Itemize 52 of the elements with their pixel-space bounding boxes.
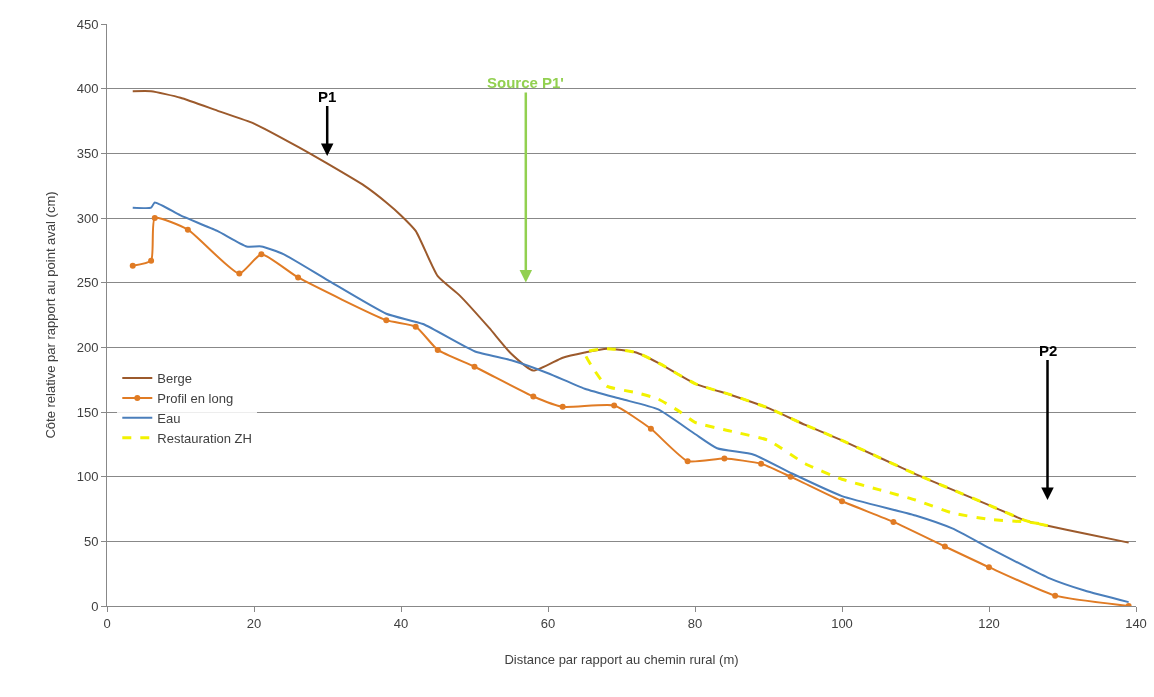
point (986, 564, 992, 571)
y-tick-label: 400 (76, 81, 99, 97)
point (890, 518, 897, 525)
y-tick-label: 450 (76, 16, 99, 32)
y-tick-label: 200 (76, 339, 99, 355)
point (471, 363, 478, 370)
x-tick-label: 60 (540, 615, 556, 631)
point (1052, 592, 1059, 599)
point (295, 274, 302, 281)
x-tick-label: 20 (246, 615, 262, 631)
point (129, 262, 136, 269)
y-tick-label: 350 (76, 145, 99, 161)
line-series (131, 90, 1130, 544)
y-tick-label: 100 (76, 469, 99, 485)
x-tick-label: 40 (393, 615, 409, 631)
point (148, 257, 155, 264)
y-tick-label: 250 (76, 275, 99, 291)
legend-label: Eau (157, 410, 181, 426)
point (434, 346, 441, 353)
point (258, 251, 265, 258)
legend-label: Profil en long (157, 391, 234, 407)
point (839, 498, 845, 505)
point (647, 425, 654, 432)
y-tick-label: 0 (91, 598, 99, 614)
x-tick-label: 140 (1125, 615, 1147, 631)
point (684, 458, 691, 465)
point (236, 270, 243, 277)
x-tick-label: 80 (687, 615, 703, 631)
point (151, 215, 158, 221)
annotation: P1 (318, 88, 337, 105)
x-axis-title: Distance par rapport au chemin rural (m) (504, 652, 739, 668)
point (611, 402, 618, 409)
y-tick-label: 150 (76, 404, 99, 420)
point (758, 460, 765, 467)
y-tick-label: 50 (83, 533, 99, 549)
x-tick-label: 0 (103, 615, 111, 631)
point (530, 393, 537, 400)
y-tick-label: 300 (76, 210, 99, 226)
point (559, 403, 566, 410)
point (721, 455, 728, 462)
point (383, 317, 390, 324)
y-axis-title: Côte relative par rapport au point aval (cm) (42, 191, 58, 439)
point (412, 323, 419, 330)
legend-label: Restauration ZH (157, 430, 252, 446)
point (787, 473, 794, 480)
point (184, 226, 191, 233)
annotation: Source P1' (487, 74, 564, 91)
x-tick-label: 100 (831, 615, 853, 631)
x-tick-label: 120 (978, 615, 1000, 631)
legend-label: Berge (157, 371, 192, 387)
annotation: P2 (1039, 342, 1058, 359)
point (941, 543, 948, 550)
